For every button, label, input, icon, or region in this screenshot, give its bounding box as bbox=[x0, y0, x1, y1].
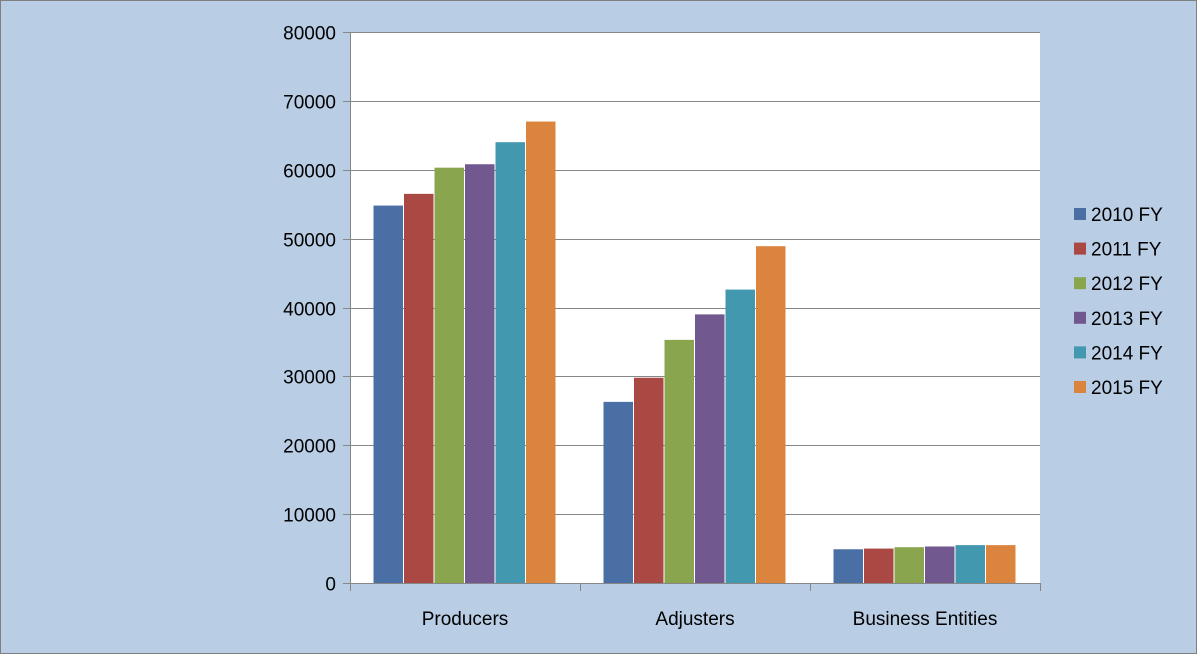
bar-2012-fy-business-entities bbox=[894, 547, 924, 583]
bar-2011-fy-adjusters bbox=[634, 377, 664, 583]
x-tick-label: Producers bbox=[422, 609, 509, 630]
legend-swatch bbox=[1074, 381, 1086, 393]
y-tick-label: 20000 bbox=[283, 437, 336, 458]
y-tick-label: 60000 bbox=[283, 162, 336, 183]
y-tick-label: 80000 bbox=[283, 24, 336, 45]
legend-item: 2010 FY bbox=[1074, 205, 1163, 226]
x-tick-labels: Producers Adjusters Business Entities bbox=[422, 609, 998, 630]
bar-2015-fy-business-entities bbox=[986, 545, 1016, 583]
legend-label: 2012 FY bbox=[1091, 274, 1163, 295]
legend-item: 2013 FY bbox=[1074, 309, 1163, 330]
y-tick-label: 0 bbox=[325, 575, 336, 596]
legend-swatch bbox=[1074, 346, 1086, 359]
legend: 2010 FY 2011 FY 2012 FY 2013 FY 2014 FY 2015 … bbox=[1074, 205, 1163, 399]
y-tick-labels: 0 10000 20000 30000 40000 50000 60000 70000 8000… bbox=[283, 24, 336, 596]
axes bbox=[343, 32, 1041, 591]
legend-swatch bbox=[1074, 311, 1086, 324]
y-tick-label: 70000 bbox=[283, 93, 336, 114]
bar-2012-fy-producers bbox=[434, 167, 464, 583]
legend-label: 2011 FY bbox=[1091, 240, 1162, 261]
bar-2013-fy-business-entities bbox=[925, 546, 955, 583]
legend-item: 2012 FY bbox=[1074, 274, 1163, 295]
legend-swatch bbox=[1074, 208, 1086, 220]
y-tick-label: 40000 bbox=[283, 300, 336, 321]
bar-2015-fy-producers bbox=[526, 121, 556, 583]
bar-2010-fy-producers bbox=[373, 205, 403, 583]
legend-item: 2014 FY bbox=[1074, 343, 1163, 364]
legend-swatch bbox=[1074, 277, 1086, 290]
bars bbox=[373, 121, 1016, 584]
legend-item: 2011 FY bbox=[1074, 240, 1162, 261]
bar-2010-fy-business-entities bbox=[833, 549, 863, 583]
bar-2014-fy-business-entities bbox=[955, 545, 985, 583]
bar-2012-fy-adjusters bbox=[664, 339, 694, 583]
legend-label: 2015 FY bbox=[1091, 378, 1163, 399]
bar-2014-fy-producers bbox=[495, 142, 525, 583]
bar-2011-fy-producers bbox=[404, 193, 434, 583]
x-tick-label: Adjusters bbox=[655, 609, 734, 630]
y-tick-label: 10000 bbox=[283, 506, 336, 527]
legend-swatch bbox=[1074, 242, 1086, 255]
legend-label: 2013 FY bbox=[1091, 309, 1163, 330]
bar-2011-fy-business-entities bbox=[864, 548, 894, 583]
bar-2013-fy-adjusters bbox=[695, 314, 725, 583]
bar-2010-fy-adjusters bbox=[603, 401, 633, 583]
x-tick-label: Business Entities bbox=[853, 609, 998, 630]
y-tick-label: 30000 bbox=[283, 368, 336, 389]
bar-2015-fy-adjusters bbox=[756, 246, 786, 584]
legend-label: 2014 FY bbox=[1091, 343, 1163, 364]
bar-2013-fy-producers bbox=[465, 164, 495, 584]
y-tick-label: 50000 bbox=[283, 231, 336, 252]
legend-item: 2015 FY bbox=[1074, 378, 1163, 399]
legend-label: 2010 FY bbox=[1091, 205, 1163, 226]
bar-2014-fy-adjusters bbox=[725, 289, 755, 583]
